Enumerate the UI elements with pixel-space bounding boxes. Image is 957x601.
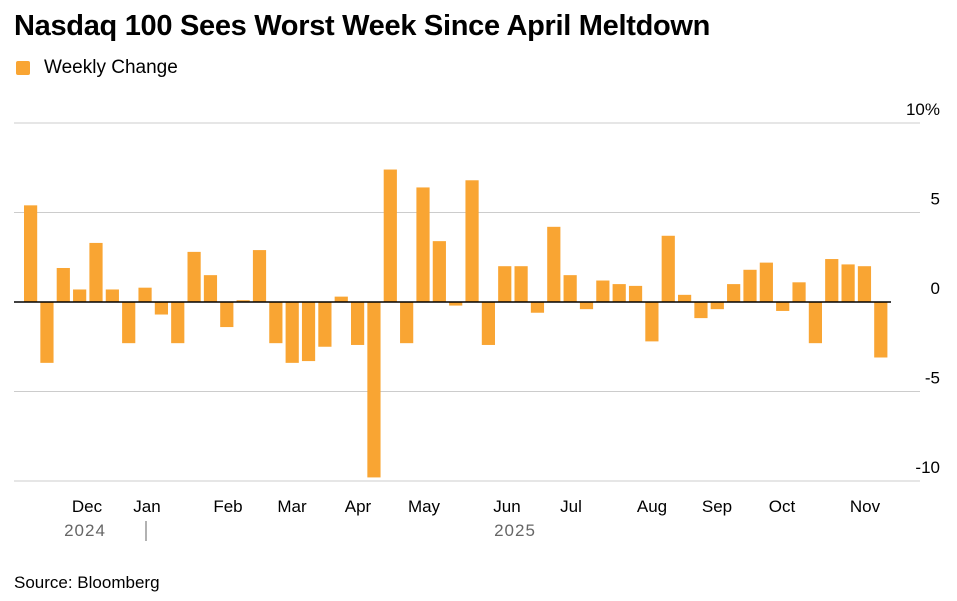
bar: [628, 285, 643, 302]
x-tick-label: Oct: [769, 497, 796, 516]
x-tick-label: Jan: [133, 497, 160, 516]
x-tick-label: Mar: [277, 497, 307, 516]
y-tick-label: 5: [931, 190, 940, 209]
bar: [530, 302, 545, 313]
bar: [154, 302, 168, 315]
bar: [383, 169, 397, 302]
bar: [24, 205, 38, 302]
bar: [171, 302, 185, 344]
legend-swatch: [16, 61, 30, 75]
bar: [857, 266, 872, 302]
year-labels: 2024 2025: [64, 521, 536, 541]
bar: [776, 302, 790, 311]
bar: [710, 302, 724, 310]
bar: [465, 180, 479, 302]
x-tick-label: Apr: [345, 497, 372, 516]
x-tick-label: Dec: [72, 497, 103, 516]
bar: [73, 289, 87, 302]
x-tick-label: Nov: [850, 497, 881, 516]
x-tick-label: Jun: [493, 497, 520, 516]
bar: [841, 264, 855, 302]
x-axis-labels: Dec Jan Feb Mar Apr May Jun Jul Aug Sep Oct Nov: [72, 497, 881, 516]
bar: [727, 284, 741, 302]
x-tick-label: May: [408, 497, 441, 516]
x-tick-label: Sep: [702, 497, 732, 516]
bar: [252, 250, 267, 302]
bar: [694, 302, 708, 319]
bar: [220, 302, 234, 328]
bar: [236, 300, 250, 302]
bar: [612, 284, 626, 302]
bar: [89, 242, 103, 302]
chart-title: Nasdaq 100 Sees Worst Week Since April M…: [14, 10, 711, 42]
y-tick-label: 10%: [906, 100, 940, 119]
y-tick-label: -10: [915, 458, 940, 477]
bar: [645, 302, 659, 342]
bar: [318, 302, 332, 347]
bar: [56, 267, 70, 302]
bar: [285, 302, 299, 363]
bars: [24, 169, 888, 478]
bar: [481, 302, 495, 345]
bar: [138, 287, 152, 302]
bar: [400, 302, 414, 344]
bar: [498, 266, 512, 302]
bar: [808, 302, 822, 344]
year-label: 2025: [494, 521, 536, 540]
bar: [269, 302, 283, 344]
bar: [203, 275, 218, 302]
legend-label: Weekly Change: [44, 57, 178, 78]
x-tick-label: Feb: [213, 497, 242, 516]
bar: [579, 302, 594, 310]
bar: [105, 289, 119, 302]
bar: [874, 302, 888, 358]
x-tick-label: Jul: [560, 497, 582, 516]
bar: [514, 266, 528, 302]
source-note: Source: Bloomberg: [14, 573, 160, 592]
y-tick-label: 0: [931, 279, 940, 298]
bar: [432, 241, 446, 302]
legend: Weekly Change: [16, 57, 178, 79]
bar: [122, 302, 136, 344]
bar: [187, 251, 201, 302]
bar: [301, 302, 316, 362]
bar: [759, 262, 773, 302]
y-tick-label: -5: [925, 369, 940, 388]
bar: [367, 302, 381, 478]
bar: [792, 282, 806, 302]
y-axis-labels: 10% 5 0 -5 -10: [906, 100, 940, 477]
bar: [596, 280, 610, 302]
bar: [334, 296, 348, 302]
bar: [416, 187, 430, 302]
bar: [661, 235, 675, 302]
bar: [449, 302, 463, 306]
bar: [40, 302, 54, 363]
bar: [563, 275, 577, 302]
bar: [547, 226, 561, 302]
bar: [743, 269, 757, 302]
bar: [351, 302, 365, 345]
bar: [825, 259, 839, 302]
x-tick-label: Aug: [637, 497, 667, 516]
year-label: 2024: [64, 521, 106, 540]
bar: [678, 294, 692, 302]
